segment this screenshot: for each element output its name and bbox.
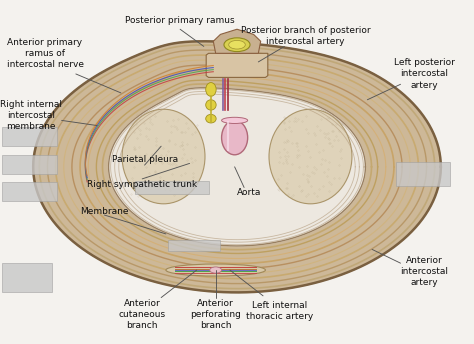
- FancyBboxPatch shape: [2, 155, 57, 174]
- Ellipse shape: [221, 120, 247, 155]
- FancyBboxPatch shape: [2, 263, 52, 292]
- Polygon shape: [109, 88, 365, 246]
- Text: Posterior branch of posterior
intercostal artery: Posterior branch of posterior intercosta…: [241, 26, 371, 46]
- FancyBboxPatch shape: [396, 162, 450, 186]
- FancyBboxPatch shape: [2, 127, 57, 146]
- Polygon shape: [213, 29, 261, 53]
- Polygon shape: [33, 41, 441, 292]
- Ellipse shape: [221, 117, 247, 123]
- Ellipse shape: [228, 41, 246, 49]
- Polygon shape: [206, 53, 268, 77]
- FancyBboxPatch shape: [168, 240, 220, 251]
- Text: Parietal pleura: Parietal pleura: [111, 155, 178, 164]
- Text: Anterior primary
ramus of
intercostal nerve: Anterior primary ramus of intercostal ne…: [7, 38, 83, 69]
- Text: Anterior
intercostal
artery: Anterior intercostal artery: [400, 256, 448, 287]
- Text: Aorta: Aorta: [237, 188, 261, 197]
- Text: Membrane: Membrane: [80, 207, 128, 216]
- Ellipse shape: [269, 109, 352, 204]
- Text: Right internal
intercostal
membrane: Right internal intercostal membrane: [0, 100, 62, 131]
- Text: Posterior primary ramus: Posterior primary ramus: [125, 16, 235, 25]
- Ellipse shape: [122, 109, 205, 204]
- FancyBboxPatch shape: [2, 182, 57, 201]
- Text: Left posterior
intercostal
artery: Left posterior intercostal artery: [394, 58, 455, 89]
- Text: Anterior
perforating
branch: Anterior perforating branch: [190, 299, 241, 330]
- Text: Anterior
cutaneous
branch: Anterior cutaneous branch: [118, 299, 166, 330]
- Ellipse shape: [206, 114, 216, 123]
- Ellipse shape: [210, 267, 222, 273]
- Text: Right sympathetic trunk: Right sympathetic trunk: [87, 180, 197, 189]
- Ellipse shape: [166, 264, 265, 276]
- Ellipse shape: [224, 38, 250, 52]
- FancyBboxPatch shape: [135, 181, 209, 194]
- Ellipse shape: [206, 100, 216, 110]
- Text: Left internal
thoracic artery: Left internal thoracic artery: [246, 301, 313, 321]
- Ellipse shape: [206, 83, 216, 96]
